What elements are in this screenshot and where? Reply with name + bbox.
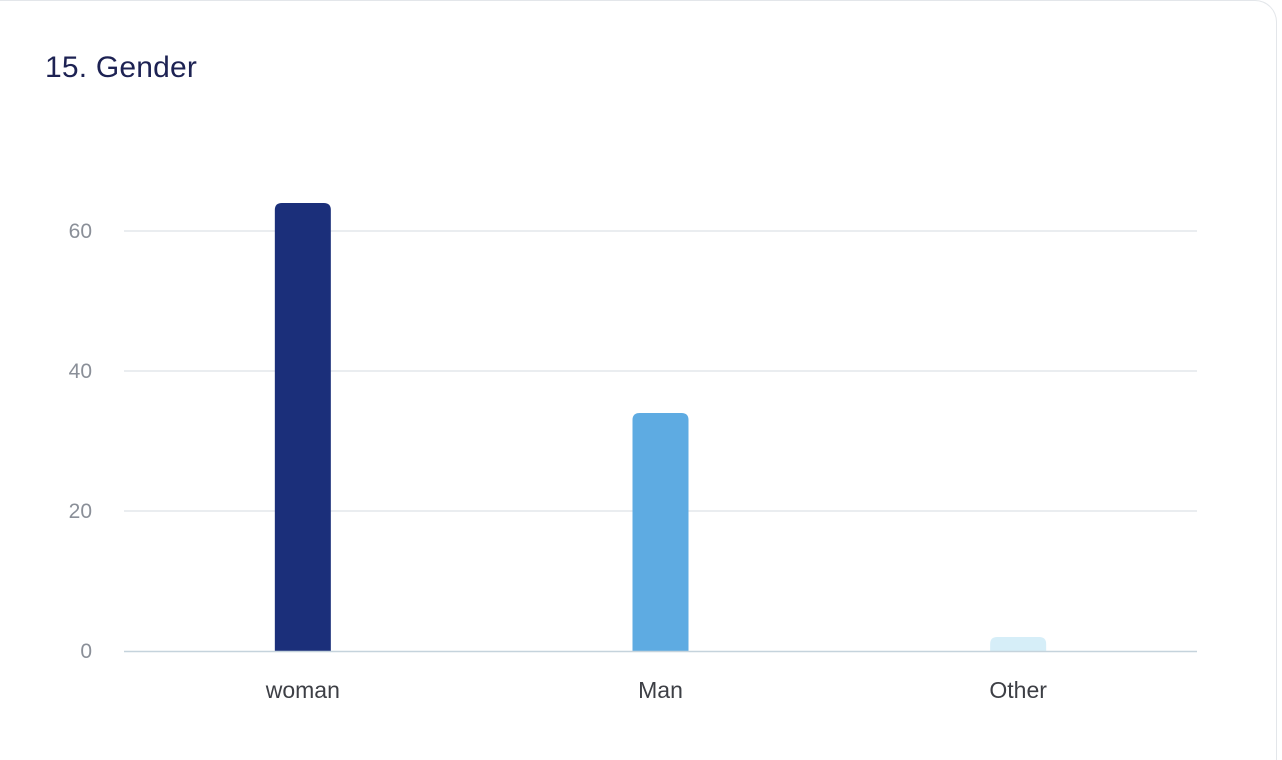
x-tick-label-other: Other <box>989 677 1047 703</box>
bar-chart: 0 20 40 60 woman Man Other <box>69 203 1197 703</box>
y-axis-ticks: 0 20 40 60 <box>69 220 92 663</box>
bar-man[interactable] <box>632 413 689 651</box>
y-tick-label: 20 <box>69 500 92 523</box>
x-tick-label-man: Man <box>638 677 683 703</box>
x-tick-label-woman: woman <box>265 677 340 703</box>
y-tick-label: 0 <box>80 640 92 663</box>
bar-woman[interactable] <box>274 203 331 651</box>
chart-title: 15. Gender <box>45 51 198 84</box>
x-axis-labels: woman Man Other <box>265 677 1048 703</box>
bar-other[interactable] <box>990 637 1047 651</box>
bars <box>274 203 1047 651</box>
y-tick-label: 60 <box>69 220 92 243</box>
y-tick-label: 40 <box>69 360 92 383</box>
